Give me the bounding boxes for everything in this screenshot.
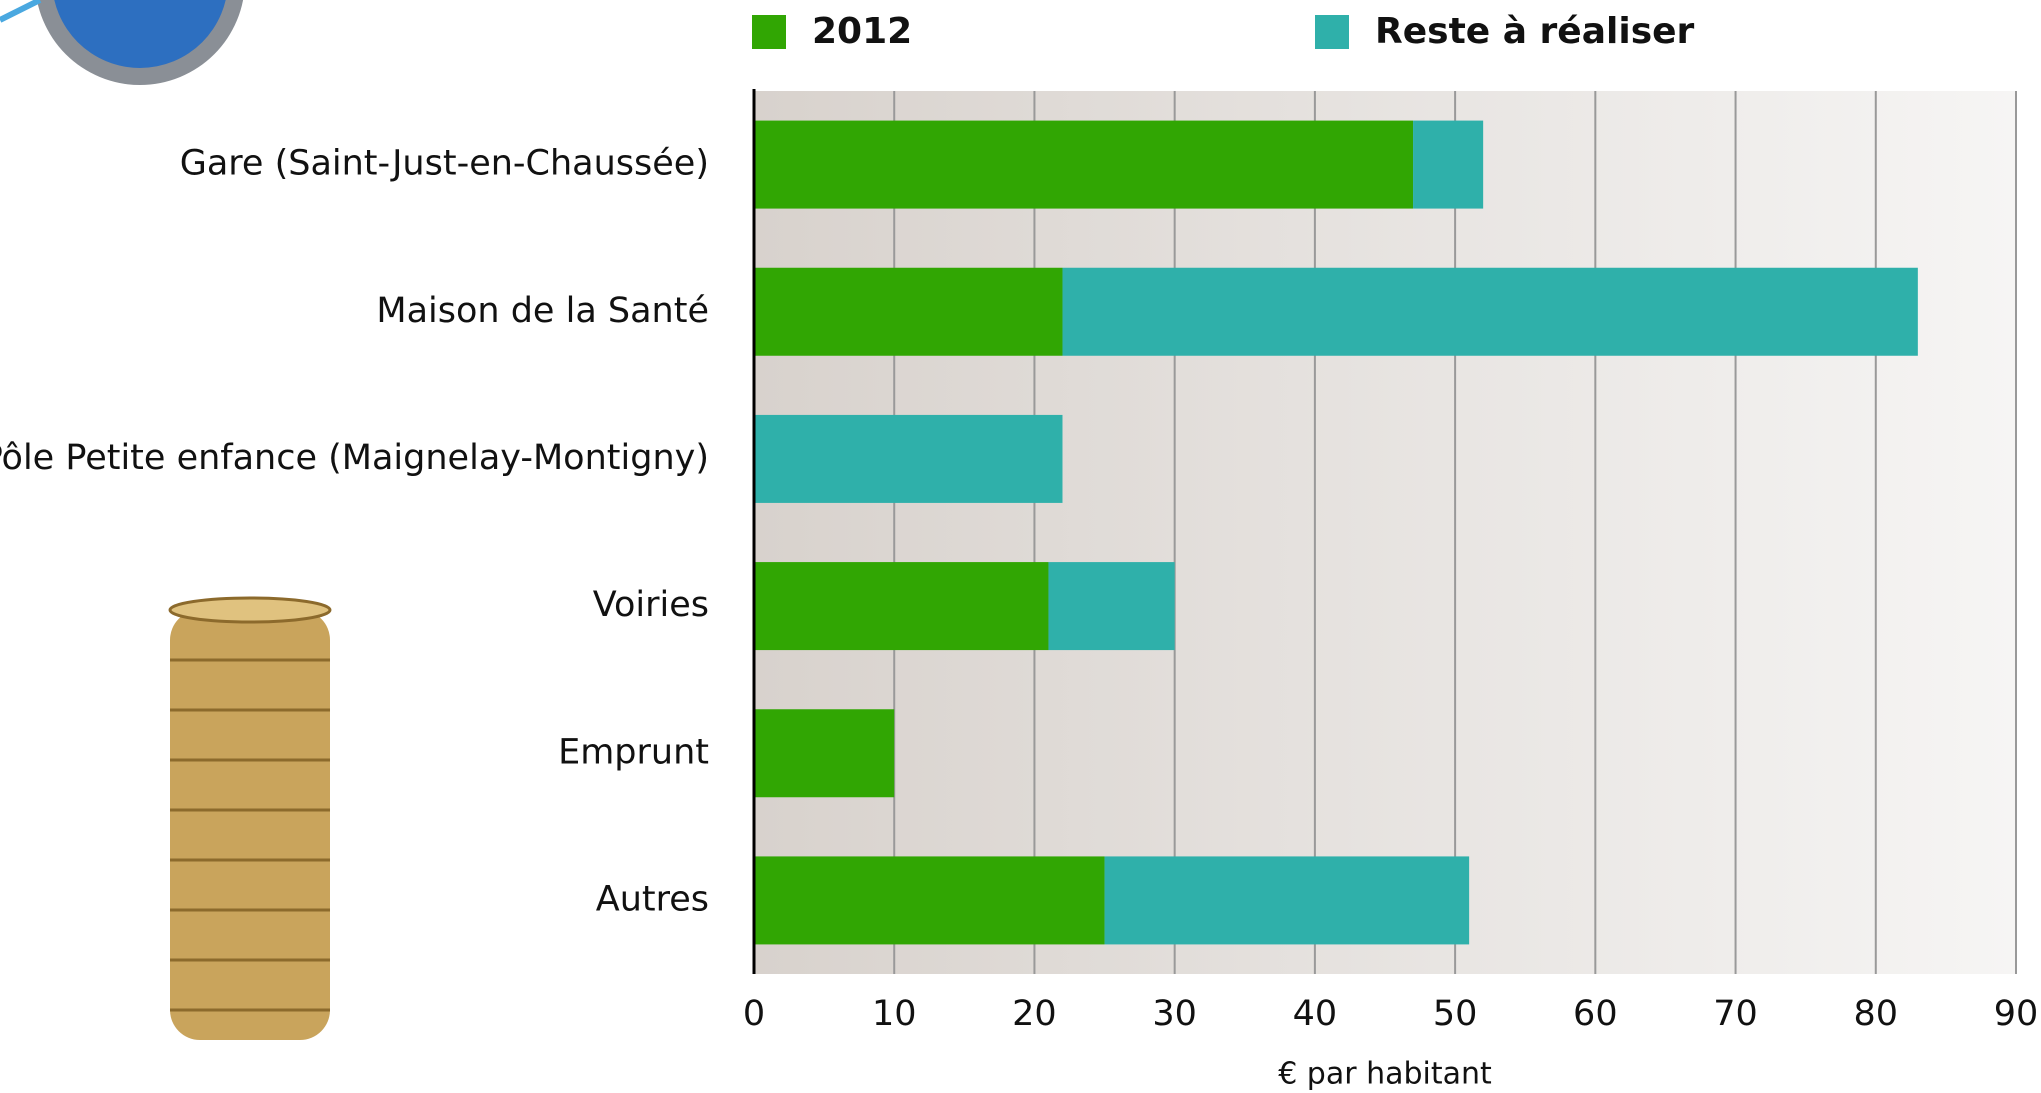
bar-segment: [754, 709, 894, 797]
bar-segment: [1048, 562, 1174, 650]
x-tick-label: 60: [1573, 994, 1618, 1034]
y-tick-label: Autres: [596, 879, 709, 919]
y-tick-label: Maison de la Santé: [376, 291, 709, 331]
bar-segment: [1105, 856, 1470, 944]
bar-segment: [754, 415, 1062, 503]
legend-label: Reste à réaliser: [1375, 11, 1695, 52]
x-tick-label: 70: [1713, 994, 1758, 1034]
bar-segment: [1413, 121, 1483, 209]
logo: [0, 0, 245, 85]
y-tick-label: Pôle Petite enfance (Maignelay-Montigny): [0, 438, 709, 478]
bar-segment: [754, 268, 1062, 356]
x-tick-label: 30: [1152, 994, 1197, 1034]
x-tick-label: 20: [1012, 994, 1057, 1034]
x-tick-label: 80: [1854, 994, 1899, 1034]
bar-segment: [754, 562, 1048, 650]
legend-swatch: [752, 15, 786, 49]
x-axis-label: € par habitant: [1278, 1057, 1492, 1092]
x-tick-label: 50: [1433, 994, 1478, 1034]
coin-stack: [170, 598, 330, 1040]
chart: € par habitant 0 10 20 30 40 50 60 70 80 90 Gare (…: [0, 0, 2041, 1093]
bar-segment: [754, 856, 1105, 944]
y-tick-label: Emprunt: [558, 732, 709, 772]
x-tick-label: 90: [1994, 994, 2039, 1034]
legend-label: 2012: [812, 11, 912, 52]
plot-background: [754, 91, 2016, 974]
legend-swatch: [1315, 15, 1349, 49]
bar-segment: [754, 121, 1413, 209]
x-tick-label: 40: [1293, 994, 1338, 1034]
y-tick-label: Voiries: [593, 585, 709, 625]
x-tick-label: 10: [872, 994, 917, 1034]
bar-segment: [1062, 268, 1917, 356]
x-tick-label: 0: [743, 994, 765, 1034]
y-tick-label: Gare (Saint-Just-en-Chaussée): [180, 144, 709, 184]
